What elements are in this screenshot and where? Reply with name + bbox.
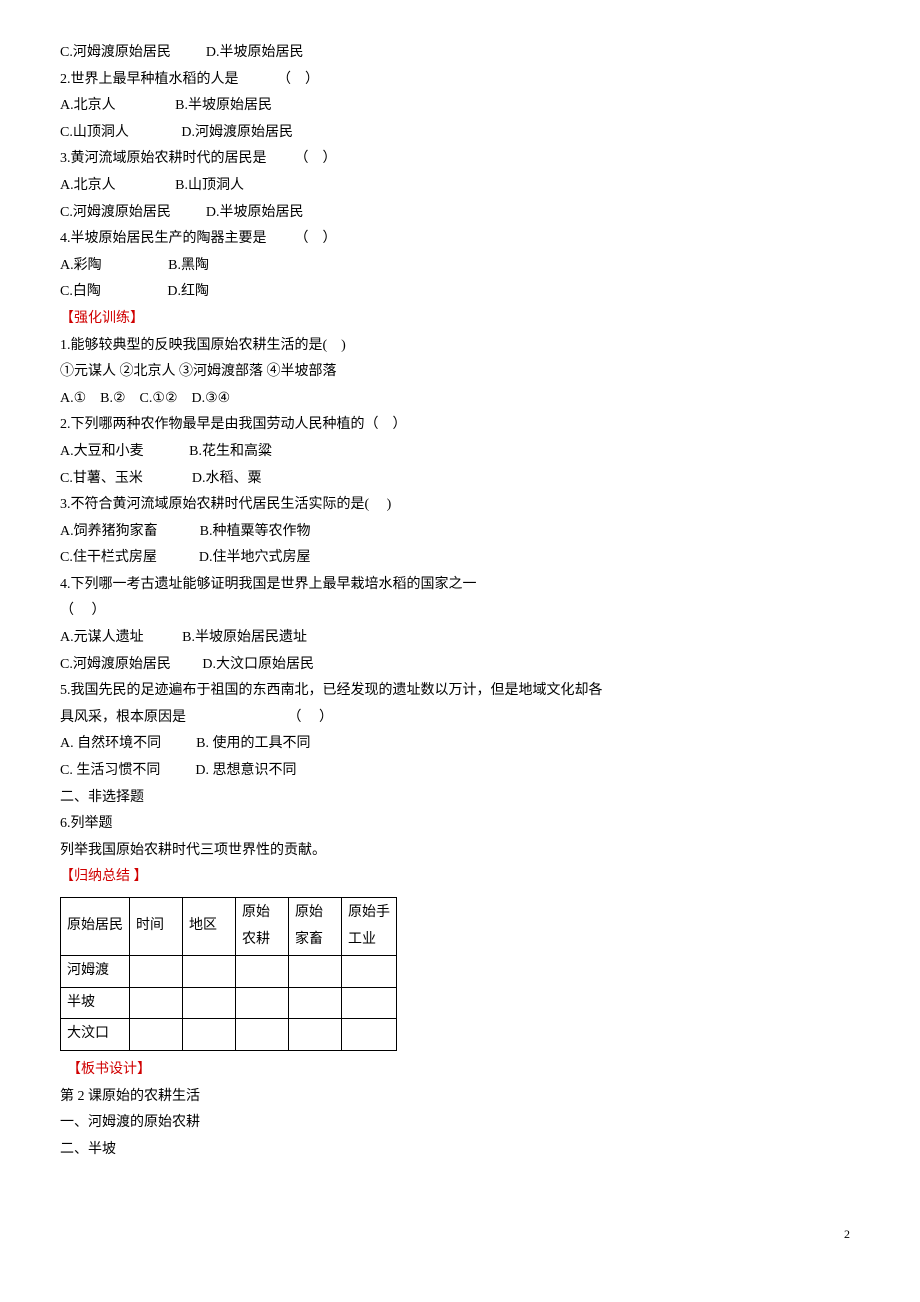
- s4-opt-cd: C.河姆渡原始居民 D.大汶口原始居民: [60, 652, 860, 679]
- s5-stem2: 具风采，根本原因是 （ ）: [60, 705, 860, 732]
- s3-stem: 3.不符合黄河流域原始农耕时代居民生活实际的是( ): [60, 492, 860, 519]
- s1-stem: 1.能够较典型的反映我国原始农耕生活的是( ): [60, 333, 860, 360]
- s5-opt-cd: C. 生活习惯不同 D. 思想意识不同: [60, 758, 860, 785]
- header-col1: 原始居民: [61, 898, 130, 956]
- s3-opt-cd: C.住干栏式房屋 D.住半地穴式房屋: [60, 545, 860, 572]
- table-row: 半坡: [61, 987, 397, 1019]
- s3-opt-ab: A.饲养猪狗家畜 B.种植粟等农作物: [60, 519, 860, 546]
- s2-opt-ab: A.大豆和小麦 B.花生和高粱: [60, 439, 860, 466]
- table-header-row: 原始居民 时间 地区 原始农耕 原始家畜 原始手工业: [61, 898, 397, 956]
- q2-stem: 2.世界上最早种植水稻的人是 （ ）: [60, 67, 860, 94]
- q3-opt-cd: C.河姆渡原始居民 D.半坡原始居民: [60, 200, 860, 227]
- s4-paren: （ ）: [60, 598, 860, 625]
- header-col5: 原始家畜: [289, 898, 342, 956]
- q1-opt-cd: C.河姆渡原始居民 D.半坡原始居民: [60, 40, 860, 67]
- s5-opt-ab: A. 自然环境不同 B. 使用的工具不同: [60, 731, 860, 758]
- q3-opt-ab: A.北京人 B.山顶洞人: [60, 173, 860, 200]
- board-l3: 二、半坡: [60, 1137, 860, 1164]
- s1-items: ①元谋人 ②北京人 ③河姆渡部落 ④半坡部落: [60, 359, 860, 386]
- q4-stem: 4.半坡原始居民生产的陶器主要是 （ ）: [60, 226, 860, 253]
- header-col4: 原始农耕: [236, 898, 289, 956]
- row2-label: 半坡: [61, 987, 130, 1019]
- header-col3: 地区: [183, 898, 236, 956]
- s2-stem: 2.下列哪两种农作物最早是由我国劳动人民种植的（ ）: [60, 412, 860, 439]
- section-strengthen: 【强化训练】: [60, 306, 860, 333]
- s5-stem1: 5.我国先民的足迹遍布于祖国的东西南北，已经发现的遗址数以万计，但是地域文化却各: [60, 678, 860, 705]
- s2-opt-cd: C.甘薯、玉米 D.水稻、粟: [60, 466, 860, 493]
- board-l1: 第 2 课原始的农耕生活: [60, 1084, 860, 1111]
- section-summary: 【归纳总结 】: [60, 864, 860, 891]
- q3-stem: 3.黄河流域原始农耕时代的居民是 （ ）: [60, 146, 860, 173]
- row3-label: 大汶口: [61, 1019, 130, 1051]
- s4-stem: 4.下列哪一考古遗址能够证明我国是世界上最早栽培水稻的国家之一: [60, 572, 860, 599]
- board-l2: 一、河姆渡的原始农耕: [60, 1110, 860, 1137]
- header-col6: 原始手工业: [342, 898, 397, 956]
- q2-opt-cd: C.山顶洞人 D.河姆渡原始居民: [60, 120, 860, 147]
- q2-opt-ab: A.北京人 B.半坡原始居民: [60, 93, 860, 120]
- s1-opts: A.① B.② C.①② D.③④: [60, 386, 860, 413]
- summary-table: 原始居民 时间 地区 原始农耕 原始家畜 原始手工业 河姆渡 半坡 大汶口: [60, 897, 397, 1051]
- q4-opt-cd: C.白陶 D.红陶: [60, 279, 860, 306]
- header-col2: 时间: [130, 898, 183, 956]
- non-choice-header: 二、非选择题: [60, 785, 860, 812]
- s6-text: 列举我国原始农耕时代三项世界性的贡献。: [60, 838, 860, 865]
- s4-opt-ab: A.元谋人遗址 B.半坡原始居民遗址: [60, 625, 860, 652]
- table-row: 大汶口: [61, 1019, 397, 1051]
- table-row: 河姆渡: [61, 956, 397, 988]
- s6-num: 6.列举题: [60, 811, 860, 838]
- row1-label: 河姆渡: [61, 956, 130, 988]
- page-number: 2: [60, 1223, 860, 1246]
- q4-opt-ab: A.彩陶 B.黑陶: [60, 253, 860, 280]
- section-board: 【板书设计】: [60, 1057, 860, 1084]
